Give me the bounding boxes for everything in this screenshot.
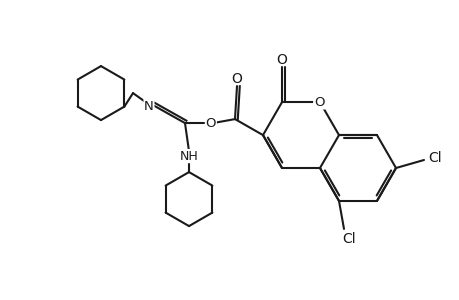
Text: O: O <box>205 117 216 130</box>
Text: O: O <box>276 53 287 67</box>
Text: N: N <box>144 100 154 112</box>
Text: Cl: Cl <box>341 232 355 246</box>
Text: O: O <box>313 96 324 109</box>
Text: O: O <box>231 72 242 86</box>
Text: Cl: Cl <box>427 151 441 165</box>
Text: O: O <box>314 96 325 109</box>
Text: NH: NH <box>179 150 198 163</box>
